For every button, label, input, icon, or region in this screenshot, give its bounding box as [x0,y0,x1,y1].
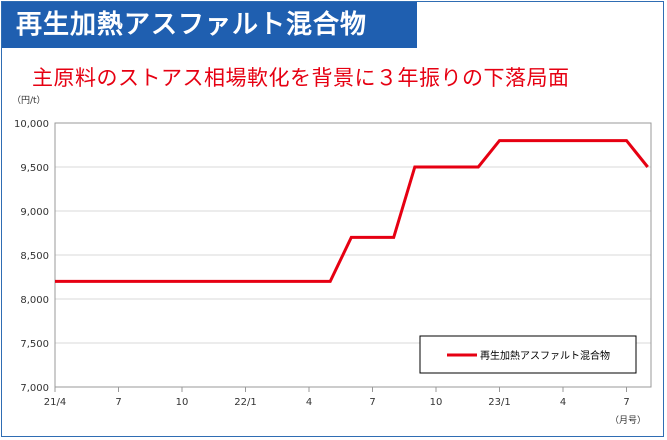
y-tick-label: 10,000 [14,119,49,130]
y-tick-label: 9,000 [20,207,49,218]
x-tick-label: 7 [369,397,375,408]
y-tick-label: 8,000 [20,295,49,306]
x-tick-label: 10 [430,397,443,408]
x-tick-label: 22/1 [234,397,256,408]
x-tick-label: 7 [115,397,121,408]
x-tick-label: 23/1 [488,397,510,408]
y-tick-label: 9,500 [20,163,49,174]
y-axis-unit-label: （円/t） [12,95,46,106]
y-tick-label: 8,500 [20,251,49,262]
chart-subtitle: 主原料のストアス相場軟化を背景に３年振りの下落局面 [32,66,570,90]
x-axis-ticks: 21/4 7 10 22/1 4 7 10 23/1 4 7 [44,387,630,408]
series-line [55,139,649,283]
x-tick-label: 7 [623,397,629,408]
page-title: 再生加熱アスファルト混合物 [2,2,417,48]
y-tick-label: 7,500 [20,339,49,350]
legend-label: 再生加熱アスファルト混合物 [480,349,610,362]
chart-legend: 再生加熱アスファルト混合物 [419,335,637,374]
x-tick-label: 4 [560,397,566,408]
x-tick-label: 4 [306,397,312,408]
plot-area [54,122,652,388]
y-tick-label: 7,000 [20,383,49,394]
y-axis-ticks: 7,000 7,500 8,000 8,500 9,000 9,500 10,000 [14,119,49,394]
chart-gridlines [55,166,651,344]
x-tick-label: 10 [176,397,189,408]
x-axis-unit-label: （月号） [610,415,646,426]
x-tick-label: 21/4 [44,397,66,408]
